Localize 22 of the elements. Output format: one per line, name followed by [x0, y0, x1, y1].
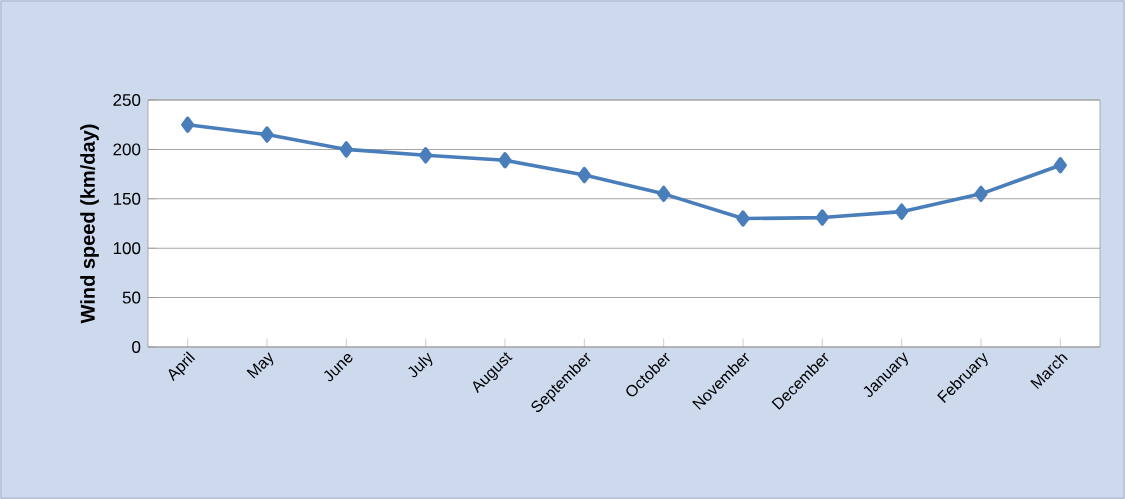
y-tick-label: 50	[122, 291, 141, 304]
point	[657, 185, 671, 203]
point	[815, 209, 829, 226]
point	[498, 152, 512, 169]
point	[974, 185, 988, 203]
y-tick-label: 0	[132, 340, 141, 354]
y-tick-label: 200	[113, 143, 141, 156]
point	[1053, 157, 1067, 174]
y-tick-label: 250	[113, 94, 141, 107]
point	[736, 210, 750, 227]
x-tick-label: May	[246, 352, 274, 379]
y-tick-label: 150	[113, 192, 141, 205]
point	[181, 116, 195, 133]
point	[577, 166, 591, 184]
point	[260, 126, 274, 143]
y-axis-title: Wind speed (km/day)	[80, 124, 99, 324]
x-tick-label: June	[324, 354, 353, 382]
x-tick-label: July	[408, 352, 433, 378]
point	[419, 147, 433, 164]
y-tick-label: 100	[113, 242, 141, 255]
point	[339, 141, 353, 158]
point	[895, 203, 909, 220]
